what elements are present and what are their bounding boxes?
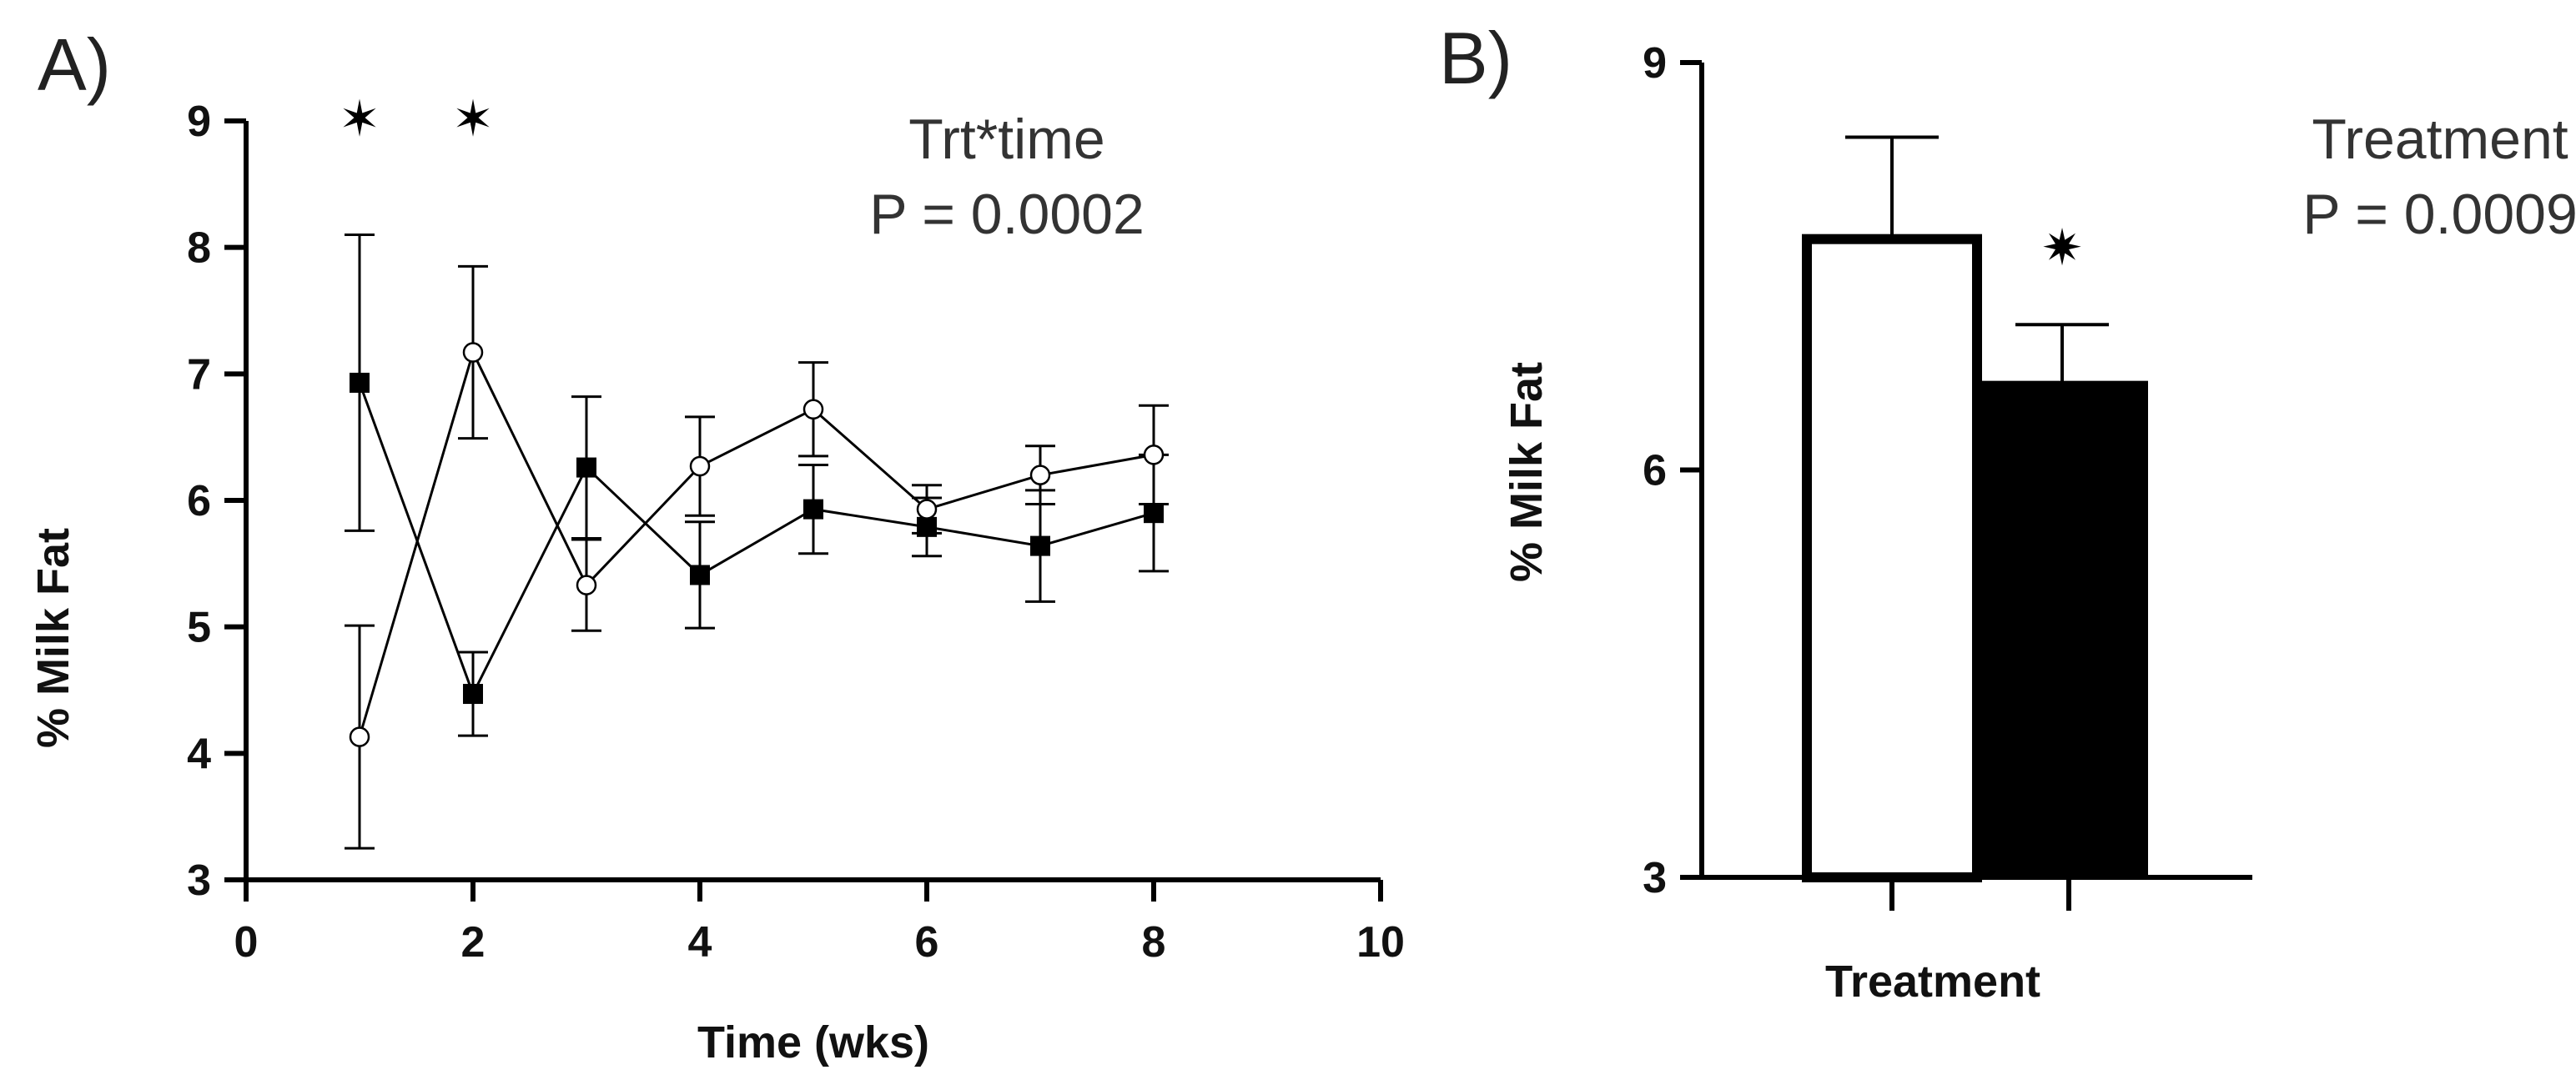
- chart-a-series-line-2: [358, 349, 1155, 738]
- chart-a-ytick-label: 9: [187, 98, 211, 146]
- chart-b-ytick-label: 3: [1643, 854, 1667, 902]
- chart-a-ytick-label: 6: [187, 477, 211, 525]
- chart-a-xtick-label: 8: [1142, 918, 1166, 967]
- chart-a-point-circle: [1029, 465, 1051, 485]
- chart-b-significance-star: ✷: [2041, 219, 2083, 277]
- chart-b-bar-filled: [1976, 380, 2148, 878]
- chart-b-bar-open: [1802, 234, 1982, 882]
- chart-a-point-square: [690, 565, 710, 585]
- chart-b-ytick-label: 9: [1643, 39, 1667, 88]
- chart-a-ytick-label: 5: [187, 604, 211, 652]
- chart-b: 3 6 9 ✷ Treatment % Milk Fat Treatment P =…: [1502, 39, 2576, 1007]
- chart-b-significance: ✷: [2041, 219, 2083, 277]
- chart-a-significance-star: ✶: [339, 90, 380, 148]
- chart-a-ylabel: % Milk Fat: [28, 528, 78, 748]
- chart-a-xtick-label: 2: [461, 918, 486, 967]
- chart-b-annotation-line2: P = 0.0009: [2302, 183, 2576, 246]
- chart-a-ytick-label: 4: [187, 730, 211, 778]
- chart-a-point-circle: [689, 455, 711, 477]
- chart-a-xlabel: Time (wks): [697, 1017, 929, 1067]
- chart-b-ylabel: % Milk Fat: [1502, 362, 1552, 582]
- chart-b-xlabel: Treatment: [1825, 957, 2040, 1007]
- chart-b-bars: [1802, 135, 2148, 882]
- chart-a-annotation-line1: Trt*time: [908, 108, 1104, 171]
- chart-a-significance: ✶ ✶: [339, 90, 494, 148]
- panel-a-label: A): [38, 23, 111, 106]
- chart-a-series-line-1: [358, 382, 1155, 697]
- chart-a-xtick-label: 6: [915, 918, 939, 967]
- chart-b-annotation-line1: Treatment: [2312, 108, 2568, 171]
- chart-a-point-circle: [802, 399, 824, 420]
- chart-a-point-square: [1030, 535, 1050, 556]
- chart-a-ytick-label: 7: [187, 350, 211, 399]
- chart-a-point-square: [1144, 503, 1164, 524]
- chart-b-ticks: 3 6 9: [1643, 39, 2071, 911]
- chart-a-point-square: [350, 372, 370, 393]
- chart-a-ticks: 3 4 5 6 7 8 9 0 2 4 6 8 10: [187, 98, 1405, 967]
- chart-a-ytick-label: 3: [187, 856, 211, 905]
- chart-a-significance-star: ✶: [452, 90, 494, 148]
- chart-a-point-square: [576, 457, 596, 478]
- chart-a-xtick-label: 0: [234, 918, 259, 967]
- chart-a-point-square: [463, 684, 483, 705]
- chart-a-ytick-label: 8: [187, 224, 211, 273]
- chart-a-point-circle: [916, 499, 938, 520]
- chart-a-point-square: [917, 516, 937, 537]
- chart-a-point-circle: [576, 575, 597, 595]
- panel-b-label: B): [1439, 17, 1512, 99]
- chart-b-ytick-label: 6: [1643, 447, 1667, 495]
- chart-a-point-square: [803, 499, 823, 520]
- chart-a-xtick-label: 10: [1356, 918, 1405, 967]
- chart-a-xtick-label: 4: [688, 918, 712, 967]
- chart-a-series: [345, 234, 1169, 850]
- chart-a-point-circle: [462, 342, 484, 363]
- chart-a-point-circle: [349, 726, 370, 747]
- chart-a-annotation-line2: P = 0.0002: [869, 183, 1145, 246]
- chart-a-point-circle: [1143, 445, 1165, 465]
